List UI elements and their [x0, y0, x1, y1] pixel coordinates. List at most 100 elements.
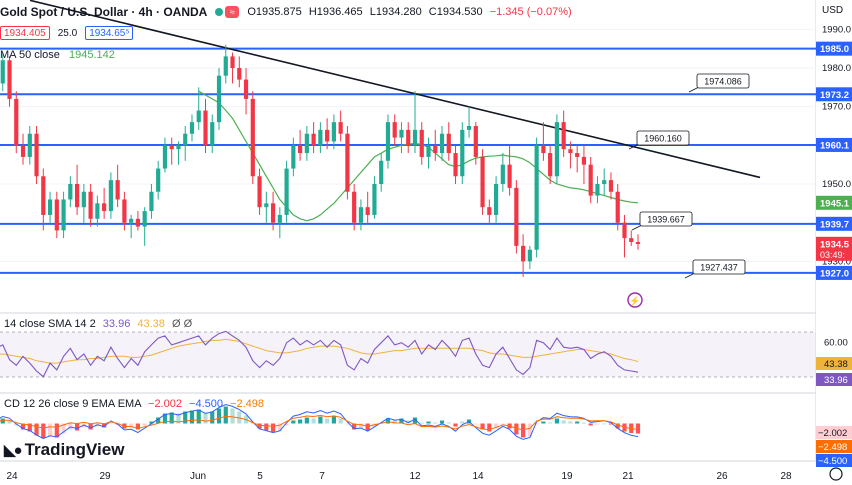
candle-body: [115, 180, 120, 200]
trendline-segment: [29, 0, 761, 179]
macd-histogram-bar: [568, 421, 573, 424]
symbol-title[interactable]: Gold Spot / U.S. Dollar · 4h · OANDA: [0, 5, 208, 19]
macd-legend-label: CD 12 26 close 9 EMA EMA: [4, 398, 141, 410]
level-price-tag: [816, 87, 852, 102]
macd-histogram-bar: [433, 422, 438, 424]
macd-histogram-bar: [270, 423, 276, 433]
macd-histogram-bar: [156, 417, 161, 424]
candle-body: [338, 122, 343, 134]
candle-body: [311, 133, 316, 146]
macd-histogram-bar: [102, 423, 107, 428]
candle-body: [406, 129, 411, 146]
macd-histogram-bar: [358, 423, 364, 429]
level-price-tag-label: 1973.2: [820, 90, 849, 101]
candle-body: [291, 145, 296, 169]
macd-tag: [816, 454, 852, 467]
callout-label: 1939.667: [647, 215, 685, 225]
macd-histogram-bar: [446, 422, 451, 424]
candle-body: [270, 203, 276, 223]
trade-price-boxes: 1934.405 25.0 1934.65⁵: [0, 26, 134, 40]
candle-body: [446, 133, 451, 154]
level-price-tag-label: 1927.0: [820, 268, 849, 279]
candle-body: [257, 176, 262, 208]
candle-body: [0, 60, 5, 84]
candle-body: [216, 75, 222, 123]
price-axis[interactable]: USD 1990.0 1980.0 1970.0 1950.0 1930.0 1985.0 1…: [816, 0, 852, 485]
candle-body: [129, 218, 134, 223]
sma-legend-value: 1945.142: [68, 49, 115, 61]
time-axis[interactable]: 24 29 Jun 5 7 12 14 19 21 26 28: [6, 467, 843, 482]
candle-body: [203, 110, 208, 146]
tradingview-logo-icon: ◣●: [4, 442, 23, 459]
macd-histogram-bar: [216, 408, 222, 424]
trendline[interactable]: [29, 0, 761, 179]
candle-body: [595, 184, 600, 196]
candle-body: [223, 56, 228, 76]
candle-body: [635, 242, 641, 244]
macd-histogram-bar: [230, 408, 235, 424]
macd-histogram-bar: [47, 423, 53, 437]
candle-body: [419, 129, 424, 157]
time-tick-label: 28: [780, 471, 792, 482]
macd-histogram-bar: [561, 420, 566, 424]
macd-histogram-bar: [453, 423, 458, 427]
candle-body: [622, 222, 627, 239]
grid-lines: [0, 28, 816, 262]
rsi-tag: [816, 373, 852, 386]
level-price-tag: [816, 137, 852, 152]
price-callouts[interactable]: 1974.086 1960.160 1939.667 1927.437: [628, 73, 750, 279]
candle-body: [412, 129, 418, 146]
flash-icon: [627, 292, 643, 308]
data-mode-badge[interactable]: ≈: [225, 6, 240, 18]
candle-body: [433, 145, 438, 154]
candle-body: [108, 180, 113, 212]
candle-body: [399, 129, 404, 138]
macd-histogram-bar: [169, 412, 174, 424]
candle-body: [74, 184, 80, 208]
macd-histogram-bar: [41, 423, 46, 439]
callout-box: [696, 73, 750, 89]
macd-histogram-bar: [27, 423, 32, 432]
macd-histogram-bar: [527, 423, 532, 437]
sma-legend-label: MA 50 close: [0, 49, 60, 61]
candle-body: [554, 122, 560, 177]
candle-body: [264, 203, 269, 208]
high-value: H1936.465: [308, 6, 363, 18]
sell-price-button[interactable]: 1934.405: [0, 26, 50, 40]
chart-header: Gold Spot / U.S. Dollar · 4h · OANDA ≈ O…: [0, 0, 576, 24]
rsi-legend[interactable]: 14 close SMA 14 2 33.96 43.38 Ø Ø: [4, 318, 192, 330]
level-price-tag-label: 1939.7: [820, 219, 849, 230]
sma-legend[interactable]: MA 50 close 1945.142: [0, 49, 115, 61]
macd-histogram-bar: [7, 420, 12, 424]
macd-histogram-bar: [473, 423, 478, 425]
candle-body: [331, 122, 336, 142]
macd-histogram-bar: [345, 423, 350, 425]
buy-price-button[interactable]: 1934.65⁵: [85, 26, 134, 40]
macd-histogram-bar: [352, 423, 357, 430]
tradingview-logo[interactable]: ◣● TradingView: [4, 440, 124, 460]
macd-histogram-bar: [487, 423, 492, 432]
macd-histogram-bar: [331, 416, 336, 424]
candles: [0, 44, 641, 277]
macd-histogram-bar: [338, 418, 343, 424]
price-tick-label: 1970.0: [822, 102, 851, 113]
candle-body: [237, 68, 242, 80]
rsi-sma-legend-value: 43.38: [137, 318, 165, 330]
macd-histogram-bar: [480, 423, 485, 430]
candle-body: [345, 133, 350, 192]
candle-body: [575, 153, 580, 157]
candle-body: [277, 214, 282, 223]
level-price-tag: [816, 41, 852, 56]
time-tick-label: 12: [409, 471, 421, 482]
price-tick-label: 1980.0: [822, 63, 851, 74]
macd-legend[interactable]: CD 12 26 close 9 EMA EMA −2.002 −4.500 −…: [4, 398, 264, 410]
candle-body: [27, 133, 32, 157]
candle-body: [392, 122, 397, 138]
time-tick-label: 5: [257, 471, 263, 482]
last-price-tag: [816, 236, 852, 261]
time-tick-label: 24: [6, 471, 18, 482]
macd-histogram-bar: [635, 423, 641, 434]
macd-histogram-bar: [426, 421, 431, 424]
candle-body: [47, 199, 53, 215]
